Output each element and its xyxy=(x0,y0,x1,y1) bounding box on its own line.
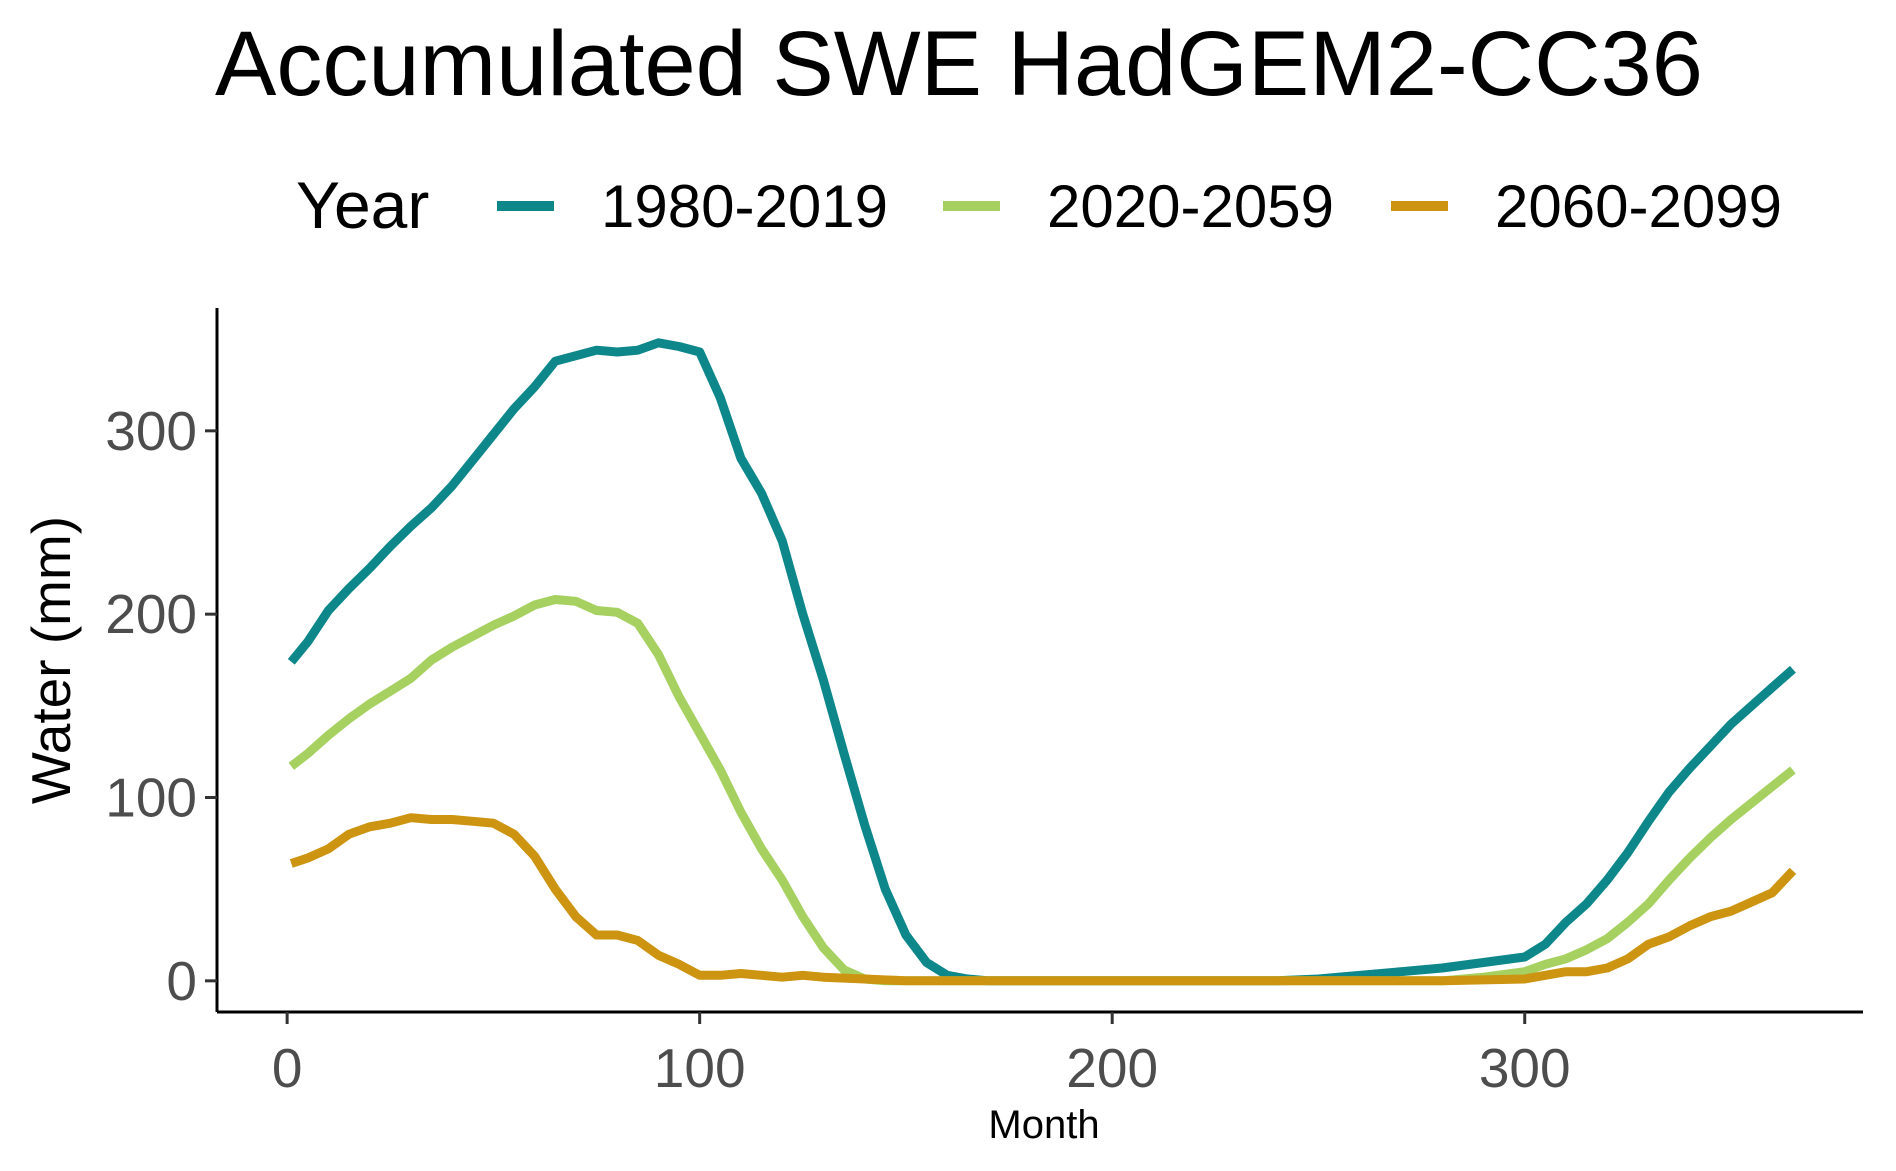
y-tick-label: 200 xyxy=(105,583,197,645)
y-ticks: 0 100 200 300 xyxy=(105,400,217,1012)
chart-title: Accumulated SWE HadGEM2-CC36 xyxy=(215,13,1703,115)
series-layer xyxy=(287,338,1797,986)
legend-item: 2020-2059 xyxy=(943,173,1334,240)
series-line-2060-2099 xyxy=(289,813,1797,986)
y-axis-title: Water (mm) xyxy=(20,516,82,804)
legend-item: 2060-2099 xyxy=(1391,173,1782,240)
y-tick-label: 100 xyxy=(105,767,197,829)
series-line-2020-2059 xyxy=(288,595,1796,986)
x-tick-label: 200 xyxy=(1066,1037,1158,1099)
y-tick-label: 0 xyxy=(166,950,197,1012)
x-tick-label: 0 xyxy=(272,1037,303,1099)
y-tick-label: 300 xyxy=(105,400,197,462)
legend-items: 1980-2019 2020-2059 2060-2099 xyxy=(497,173,1782,240)
legend-item: 1980-2019 xyxy=(497,173,888,240)
x-axis-title: Month xyxy=(988,1103,1099,1147)
x-ticks: 0 100 200 300 xyxy=(272,1012,1571,1099)
legend-label: 2060-2099 xyxy=(1495,173,1782,240)
x-tick-label: 100 xyxy=(654,1037,746,1099)
legend-label: 2020-2059 xyxy=(1047,173,1334,240)
x-tick-label: 300 xyxy=(1479,1037,1571,1099)
plot-area: 0 100 200 300 0 100 200 300 xyxy=(105,308,1863,1099)
legend-label: 1980-2019 xyxy=(601,173,888,240)
legend: Year 1980-2019 2020-2059 2060-2099 xyxy=(296,168,1782,242)
legend-title: Year xyxy=(296,168,429,242)
series-line-1980-2019 xyxy=(287,338,1796,986)
